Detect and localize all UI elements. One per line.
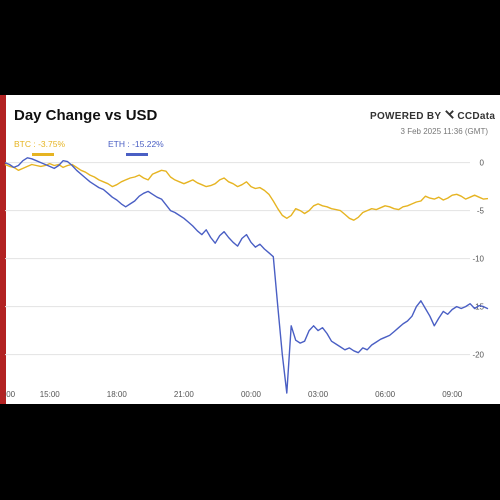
- chart-title: Day Change vs USD: [14, 107, 158, 124]
- accent-bar: [0, 95, 6, 404]
- y-tick-label: -10: [472, 255, 484, 264]
- gridlines: [5, 162, 470, 356]
- y-tick-label: 0: [480, 159, 485, 168]
- y-tick-label: -5: [477, 207, 485, 216]
- series-lines: [4, 157, 489, 394]
- chart-card: Day Change vs USD POWERED BY CCData 3 Feb…: [0, 95, 500, 404]
- x-tick-label: :00: [4, 390, 16, 399]
- powered-by-label: POWERED BY: [370, 111, 442, 122]
- x-tick-label: 06:00: [375, 390, 396, 399]
- y-tick-label: -15: [472, 303, 484, 312]
- powered-by: POWERED BY CCData: [370, 109, 495, 122]
- x-tick-label: 21:00: [174, 390, 195, 399]
- legend-btc[interactable]: BTC : -3.75%: [14, 139, 66, 156]
- x-tick-label: 03:00: [308, 390, 329, 399]
- series-line-eth: [4, 157, 489, 394]
- series-line-btc: [4, 162, 489, 221]
- x-tick-label: 15:00: [40, 390, 61, 399]
- y-tick-label: -20: [472, 351, 484, 360]
- y-axis-ticks: 0 -5 -10 -15 -20: [472, 159, 484, 360]
- legend-btc-swatch: [32, 153, 54, 156]
- x-tick-label: 18:00: [107, 390, 128, 399]
- line-chart: 0 -5 -10 -15 -20 :00 15:00 18:00 21:00 00:00 03:0…: [4, 157, 489, 399]
- x-axis-ticks: :00 15:00 18:00 21:00 00:00 03:00 06:00 09:00: [4, 390, 463, 399]
- legend-eth[interactable]: ETH : -15.22%: [108, 139, 164, 156]
- legend-btc-label: BTC : -3.75%: [14, 139, 66, 149]
- legend-eth-label: ETH : -15.22%: [108, 139, 164, 149]
- x-tick-label: 00:00: [241, 390, 262, 399]
- legend-eth-swatch: [126, 153, 148, 156]
- brand-name: CCData: [457, 111, 496, 122]
- ccdata-logo-icon: [445, 110, 455, 119]
- timestamp: 3 Feb 2025 11:36 (GMT): [400, 127, 488, 136]
- x-tick-label: 09:00: [442, 390, 463, 399]
